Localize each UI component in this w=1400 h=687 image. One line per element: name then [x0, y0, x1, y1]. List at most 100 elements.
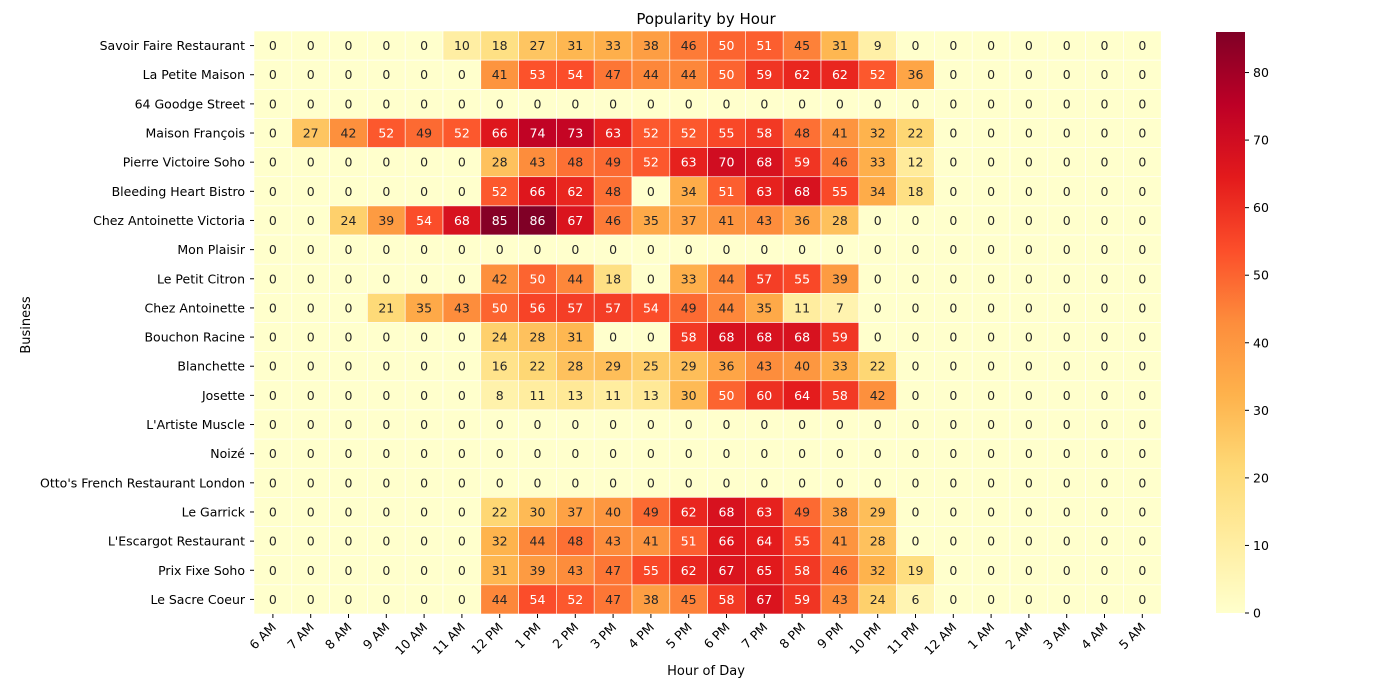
cell-value-label: 30 — [530, 504, 546, 519]
cell-value-label: 0 — [987, 38, 995, 53]
heatmap-cell — [820, 30, 860, 61]
cell-value-label: 28 — [832, 213, 848, 228]
heatmap-cell — [934, 89, 973, 119]
heatmap-cell — [782, 234, 822, 265]
heatmap-cell — [442, 118, 482, 148]
cell-value-label: 0 — [382, 563, 390, 578]
heatmap-cell — [896, 59, 935, 90]
cell-value-label: 0 — [382, 417, 390, 432]
heatmap-cell — [934, 30, 973, 61]
cell-value-label: 0 — [1101, 184, 1109, 199]
heatmap-cell — [782, 438, 822, 469]
heatmap-cell — [593, 380, 633, 411]
heatmap-cell — [404, 118, 444, 148]
cell-value-label: 0 — [912, 242, 920, 257]
cell-value-label: 0 — [723, 475, 731, 490]
heatmap-cell — [971, 467, 1011, 498]
heatmap-cell — [820, 263, 860, 294]
cell-value-label: 0 — [458, 592, 466, 607]
heatmap-cell — [1009, 409, 1049, 440]
heatmap-cell — [367, 555, 406, 586]
cell-value-label: 0 — [647, 242, 655, 257]
heatmap-cell — [480, 322, 519, 352]
heatmap-cell — [480, 555, 519, 586]
heatmap-cell — [896, 30, 935, 61]
heatmap-cell — [367, 176, 406, 207]
heatmap-cell — [518, 584, 557, 615]
heatmap-cell — [782, 526, 822, 556]
x-tick-label: 3 PM — [587, 620, 619, 652]
cell-value-label: 0 — [760, 446, 768, 461]
cell-value-label: 55 — [794, 534, 810, 549]
cell-value-label: 0 — [723, 96, 731, 111]
cell-value-label: 0 — [269, 242, 277, 257]
cell-value-label: 51 — [756, 38, 772, 53]
cell-value-label: 0 — [609, 96, 617, 111]
cell-value-label: 52 — [378, 126, 394, 141]
cell-value-label: 46 — [681, 38, 697, 53]
cell-value-label: 85 — [492, 213, 508, 228]
cell-value-label: 0 — [1063, 592, 1071, 607]
cell-value-label: 0 — [1025, 300, 1033, 315]
cell-value-label: 0 — [458, 475, 466, 490]
heatmap-cell — [367, 205, 406, 236]
cell-value-label: 0 — [1025, 38, 1033, 53]
cell-value-label: 0 — [949, 271, 957, 286]
colorbar-tick-label: 0 — [1253, 606, 1261, 621]
cell-value-label: 35 — [416, 300, 432, 315]
cell-value-label: 0 — [1138, 242, 1146, 257]
heatmap-cell — [858, 526, 897, 556]
cell-value-label: 0 — [420, 155, 428, 170]
heatmap-cell — [858, 351, 897, 382]
heatmap-cell — [971, 293, 1011, 323]
cell-value-label: 43 — [756, 213, 772, 228]
cell-value-label: 0 — [269, 184, 277, 199]
heatmap-cell — [858, 584, 897, 615]
x-tick-label: 11 PM — [884, 620, 922, 658]
cell-value-label: 0 — [307, 213, 315, 228]
heatmap-cell — [329, 555, 368, 586]
cell-value-label: 58 — [681, 330, 697, 345]
heatmap-cell — [518, 147, 557, 178]
cell-value-label: 0 — [1101, 38, 1109, 53]
heatmap-cell — [1009, 30, 1049, 61]
cell-value-label: 0 — [1138, 592, 1146, 607]
cell-value-label: 0 — [420, 446, 428, 461]
cell-value-label: 0 — [1063, 67, 1071, 82]
x-tick-label: 4 PM — [625, 620, 657, 652]
heatmap-cell — [253, 293, 293, 323]
cell-value-label: 0 — [609, 242, 617, 257]
heatmap-cell — [1085, 59, 1124, 90]
heatmap-cell — [367, 438, 406, 469]
heatmap-cell — [593, 205, 633, 236]
y-tick-label: Bleeding Heart Bistro — [112, 184, 245, 199]
cell-value-label: 0 — [1101, 446, 1109, 461]
cell-value-label: 59 — [756, 67, 772, 82]
heatmap-cell — [631, 234, 671, 265]
heatmap-cell — [1123, 351, 1162, 382]
cell-value-label: 0 — [345, 300, 353, 315]
heatmap-cell — [329, 176, 368, 207]
cell-value-label: 6 — [912, 592, 920, 607]
heatmap-cell — [820, 118, 860, 148]
heatmap-cell — [518, 351, 557, 382]
cell-value-label: 0 — [307, 67, 315, 82]
cell-value-label: 0 — [1025, 213, 1033, 228]
cell-value-label: 0 — [912, 475, 920, 490]
cell-value-label: 0 — [874, 475, 882, 490]
heatmap-cell — [518, 89, 557, 119]
cell-value-label: 0 — [571, 475, 579, 490]
cell-value-label: 0 — [949, 504, 957, 519]
cell-value-label: 44 — [492, 592, 508, 607]
cell-value-label: 0 — [1101, 388, 1109, 403]
cell-value-label: 0 — [912, 534, 920, 549]
heatmap-cell — [669, 205, 708, 236]
cell-value-label: 0 — [1063, 242, 1071, 257]
heatmap-cell — [1047, 176, 1086, 207]
cell-value-label: 43 — [605, 534, 621, 549]
heatmap-cell — [1123, 147, 1162, 178]
cell-value-label: 0 — [987, 155, 995, 170]
cell-value-label: 31 — [492, 563, 508, 578]
cell-value-label: 0 — [307, 388, 315, 403]
cell-value-label: 0 — [949, 96, 957, 111]
